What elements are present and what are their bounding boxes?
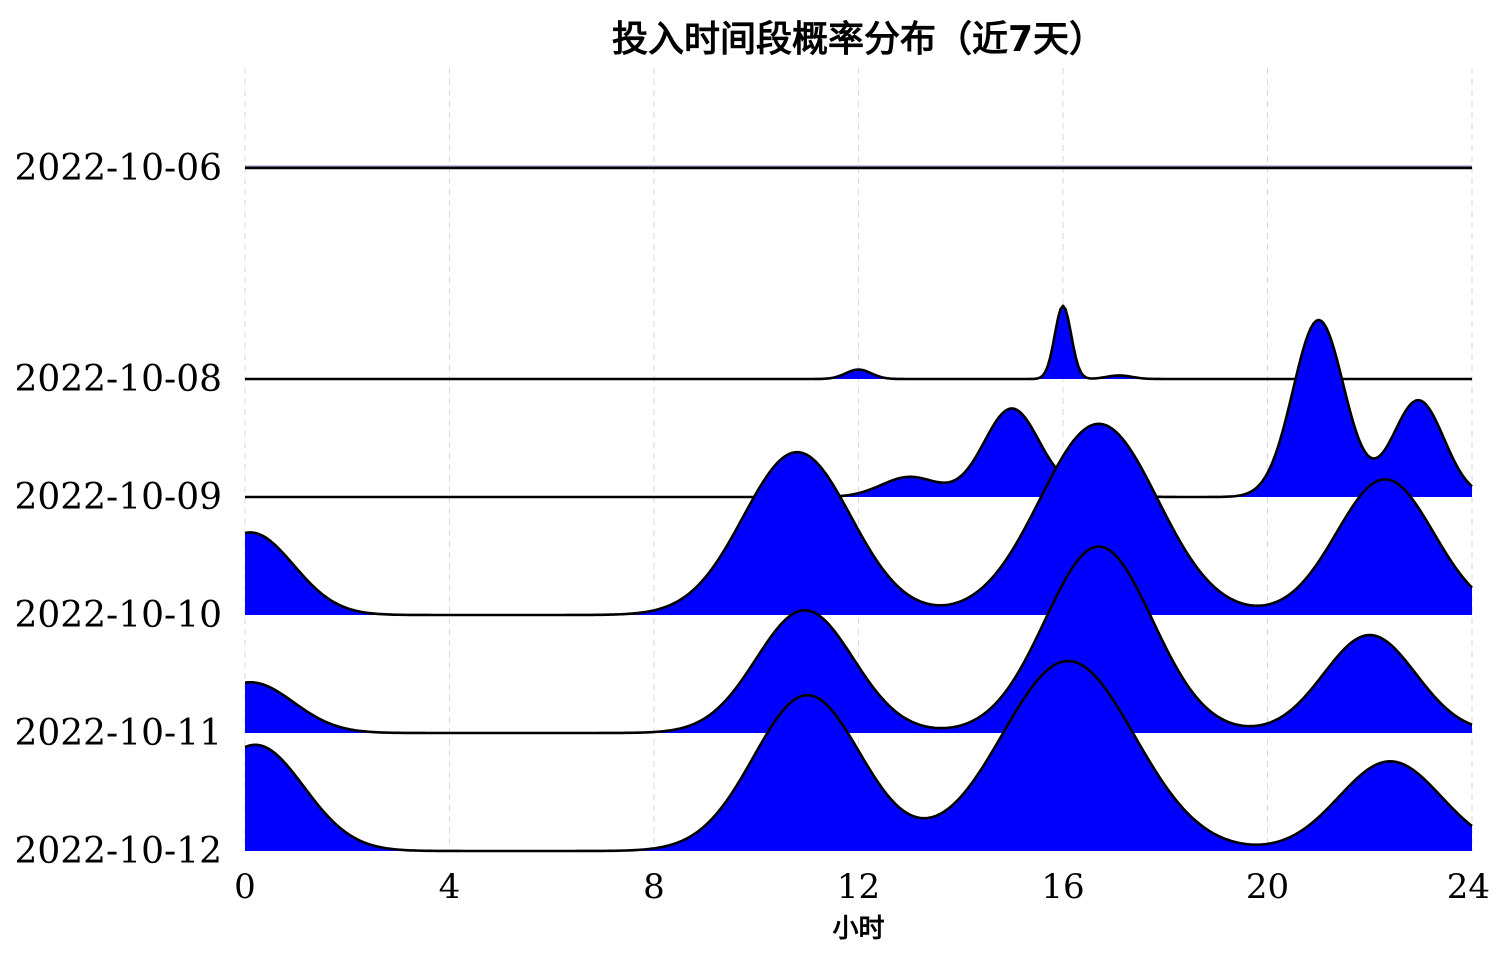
ridge-fill-2022-10-11 [245, 546, 1472, 733]
y-tick-label-2022-10-09: 2022-10-09 [14, 477, 222, 518]
y-tick-labels: 2022-10-06 2022-10-08 2022-10-09 2022-10-10… [14, 148, 222, 872]
x-tick-label-16: 16 [1041, 867, 1084, 907]
ridge-fill-2022-10-10 [245, 423, 1472, 615]
x-tick-label-8: 8 [643, 867, 665, 907]
ridge-outline-2022-10-08 [245, 304, 1472, 381]
ridge-2022-10-09 [245, 318, 1473, 499]
ridge-outline-2022-10-12 [244, 659, 1473, 853]
x-tick-labels: 0 4 8 12 16 20 24 [234, 867, 1490, 907]
ridge-outline-2022-10-11 [244, 545, 1473, 735]
x-tick-label-20: 20 [1246, 867, 1289, 907]
x-tick-label-24: 24 [1447, 867, 1490, 907]
y-tick-label-2022-10-10: 2022-10-10 [14, 595, 222, 636]
ridge-2022-10-10 [244, 422, 1473, 617]
y-tick-label-2022-10-08: 2022-10-08 [14, 359, 222, 400]
ridge-fill-2022-10-12 [245, 661, 1472, 851]
ridge-layer [244, 165, 1473, 853]
x-tick-label-12: 12 [837, 867, 880, 907]
y-tick-label-2022-10-06: 2022-10-06 [14, 148, 222, 189]
ridge-outline-2022-10-09 [245, 318, 1473, 499]
x-tick-label-4: 4 [439, 867, 461, 907]
ridge-outline-2022-10-10 [244, 422, 1473, 617]
ridge-2022-10-11 [244, 545, 1473, 735]
y-tick-label-2022-10-11: 2022-10-11 [14, 713, 222, 754]
ridge-fill-2022-10-09 [245, 319, 1472, 497]
x-tick-label-0: 0 [234, 867, 256, 907]
ridge-2022-10-06 [245, 165, 1472, 170]
y-tick-label-2022-10-12: 2022-10-12 [14, 831, 222, 872]
x-axis-label: 小时 [832, 914, 885, 944]
chart-title: 投入时间段概率分布（近7天） [611, 19, 1106, 60]
ridge-2022-10-12 [244, 659, 1473, 853]
ridge-2022-10-08 [245, 304, 1472, 381]
